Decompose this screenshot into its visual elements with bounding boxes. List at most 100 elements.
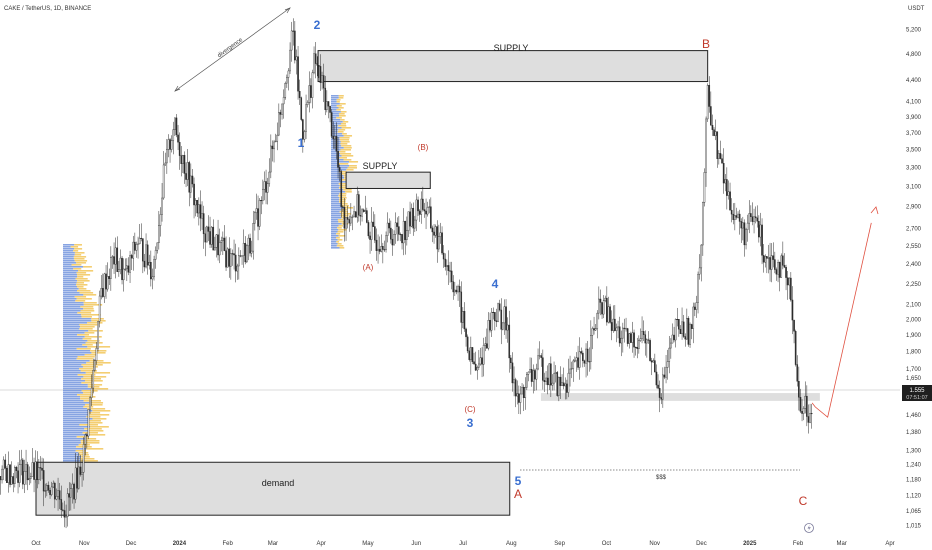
time-tick-label: Jun: [411, 541, 421, 547]
profile-upper-bar: [339, 137, 350, 139]
profile-lower-bar: [63, 250, 74, 252]
candle-body: [223, 237, 226, 251]
candle-body: [711, 125, 714, 130]
candle-body: [415, 199, 418, 221]
candle-body: [364, 210, 367, 212]
candle-body: [762, 255, 765, 263]
profile-upper-bar: [331, 225, 339, 227]
candle-body: [167, 139, 170, 150]
profile-upper-bar: [331, 173, 342, 175]
candle-body: [220, 240, 223, 243]
candle-body: [146, 244, 149, 266]
candle-body: [236, 265, 239, 272]
profile-lower-bar: [63, 442, 81, 444]
candle-body: [298, 91, 301, 98]
profile-lower-bar: [84, 354, 97, 356]
profile-lower-bar: [77, 374, 96, 376]
profile-lower-bar: [63, 262, 77, 264]
supply-zone-1[interactable]: [345, 171, 431, 189]
profile-lower-bar: [83, 308, 94, 310]
candle-body: [609, 306, 611, 323]
profile-upper-bar: [331, 203, 342, 205]
event-icon[interactable]: [804, 523, 814, 533]
candle-body: [706, 85, 709, 120]
candle-body: [682, 321, 685, 337]
candle-body: [207, 226, 210, 232]
candle-body: [740, 221, 743, 229]
candle-body: [252, 222, 255, 252]
time-axis[interactable]: Oct Nov Dec 2024 Feb Mar Apr May Jun Jul Aug Sep Oct…: [31, 541, 894, 547]
candle-body: [239, 255, 242, 257]
candle-body: [318, 65, 320, 67]
profile-upper-bar: [343, 135, 353, 137]
candle-body: [39, 467, 42, 469]
candle-body: [810, 413, 813, 415]
candle-body: [375, 239, 378, 251]
price-axis[interactable]: 1,015 1,065 1,120 1,180 1,240 1,300 1,380 1,460…: [906, 27, 922, 529]
profile-lower-bar: [76, 298, 92, 300]
profile-lower-bar: [63, 448, 87, 450]
candle-body: [343, 207, 346, 229]
candle-body: [361, 209, 363, 217]
profile-lower-bar: [80, 458, 95, 460]
profile-lower-bar: [63, 436, 77, 438]
profile-upper-bar: [331, 119, 341, 121]
candle-body: [78, 466, 80, 489]
price-tick-label: 1,015: [906, 523, 922, 529]
candle-body: [353, 211, 355, 218]
demand-zone-2[interactable]: [35, 461, 511, 516]
candle-body: [335, 136, 338, 152]
profile-upper-bar: [345, 191, 352, 193]
candle-body: [727, 191, 730, 196]
candle-body: [209, 231, 211, 245]
candle-body: [465, 328, 467, 338]
candle-body: [199, 204, 202, 219]
price-tick-label: 4,800: [906, 52, 922, 58]
candle-body: [2, 459, 5, 470]
support-zone[interactable]: [540, 393, 820, 401]
time-tick-label: Aug: [506, 541, 517, 547]
candle-body: [388, 222, 391, 229]
wave-label-major-b: B: [702, 37, 710, 51]
candle-body: [423, 209, 426, 212]
profile-lower-bar: [63, 444, 79, 446]
candle-body: [319, 66, 322, 83]
candle-body: [599, 298, 602, 303]
profile-upper-bar: [331, 163, 339, 165]
candle-body: [73, 483, 75, 500]
candle-body: [647, 339, 650, 341]
candle-body: [590, 335, 592, 362]
time-tick-label: Oct: [602, 541, 612, 547]
projection-arrow-icon: [870, 206, 879, 215]
candle-body: [471, 347, 474, 362]
supply-zone-0[interactable]: [317, 50, 709, 83]
candle-body: [601, 302, 603, 315]
profile-upper-bar: [341, 127, 351, 129]
profile-upper-bar: [331, 165, 350, 167]
profile-lower-bar: [91, 320, 106, 322]
profile-lower-bar: [74, 296, 87, 298]
profile-upper-bar: [331, 121, 343, 123]
profile-upper-bar: [331, 157, 340, 159]
candle-body: [778, 262, 781, 278]
candle-body: [409, 211, 411, 227]
profile-lower-bar: [89, 420, 101, 422]
candle-body: [754, 216, 757, 219]
profile-lower-bar: [63, 274, 78, 276]
profile-upper-bar: [331, 215, 341, 217]
candle-body: [142, 238, 144, 262]
profile-upper-bar: [331, 187, 339, 189]
liquidity-label: $$$: [656, 475, 667, 481]
candle-body: [657, 384, 659, 389]
candle-body: [604, 297, 607, 301]
candle-body: [4, 459, 7, 469]
profile-upper-bar: [331, 229, 339, 231]
candle-body: [468, 350, 471, 360]
candle-body: [282, 97, 285, 105]
profile-lower-bar: [63, 286, 77, 288]
candle-body: [522, 386, 525, 399]
profile-lower-bar: [83, 304, 103, 306]
profile-lower-bar: [63, 418, 93, 420]
profile-lower-bar: [63, 452, 79, 454]
